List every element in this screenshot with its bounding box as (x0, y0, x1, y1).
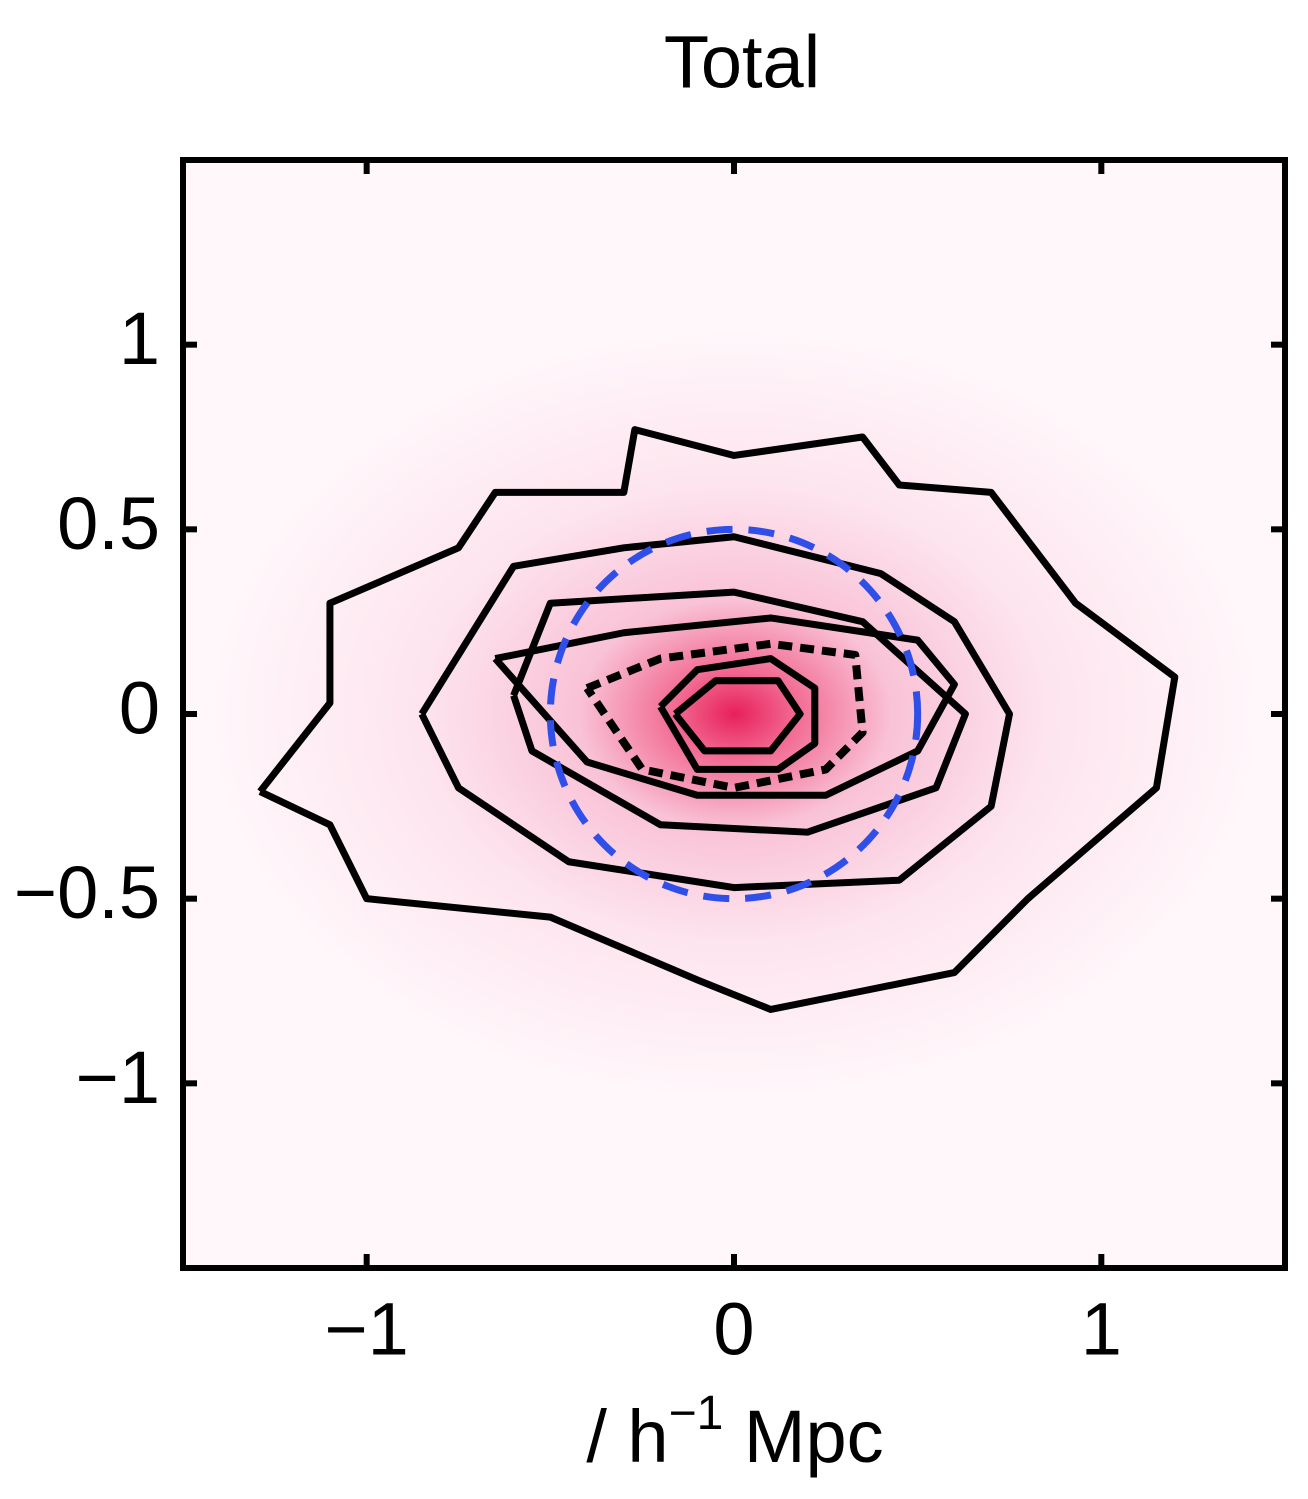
y-tick-label: −1 (76, 1036, 160, 1119)
reference-circle (546, 525, 922, 903)
x-tick-label: 1 (1081, 1288, 1122, 1371)
contour-line (657, 655, 819, 773)
density-map (215, 334, 1255, 1094)
plot (257, 426, 1179, 1013)
contour-line (257, 426, 1179, 1013)
y-tick-label: −0.5 (14, 851, 160, 934)
y-tick-label: 1 (119, 297, 160, 380)
contour-line (418, 533, 1013, 892)
contour-line (510, 588, 969, 836)
x-tick-label: −1 (324, 1288, 408, 1371)
x-label-sup: −1 (669, 1387, 724, 1440)
contour-line (672, 677, 804, 755)
y-tick-label: 0 (119, 667, 160, 750)
contour-line (583, 639, 867, 792)
chart-title: Total (664, 21, 820, 104)
x-label-after: Mpc (723, 1395, 883, 1478)
x-axis-label: / h−1 Mpc (586, 1387, 883, 1478)
contour-line (492, 614, 958, 799)
y-tick-label: 0.5 (57, 482, 160, 565)
x-label-text: / h (586, 1395, 668, 1478)
x-tick-label: 0 (713, 1288, 754, 1371)
